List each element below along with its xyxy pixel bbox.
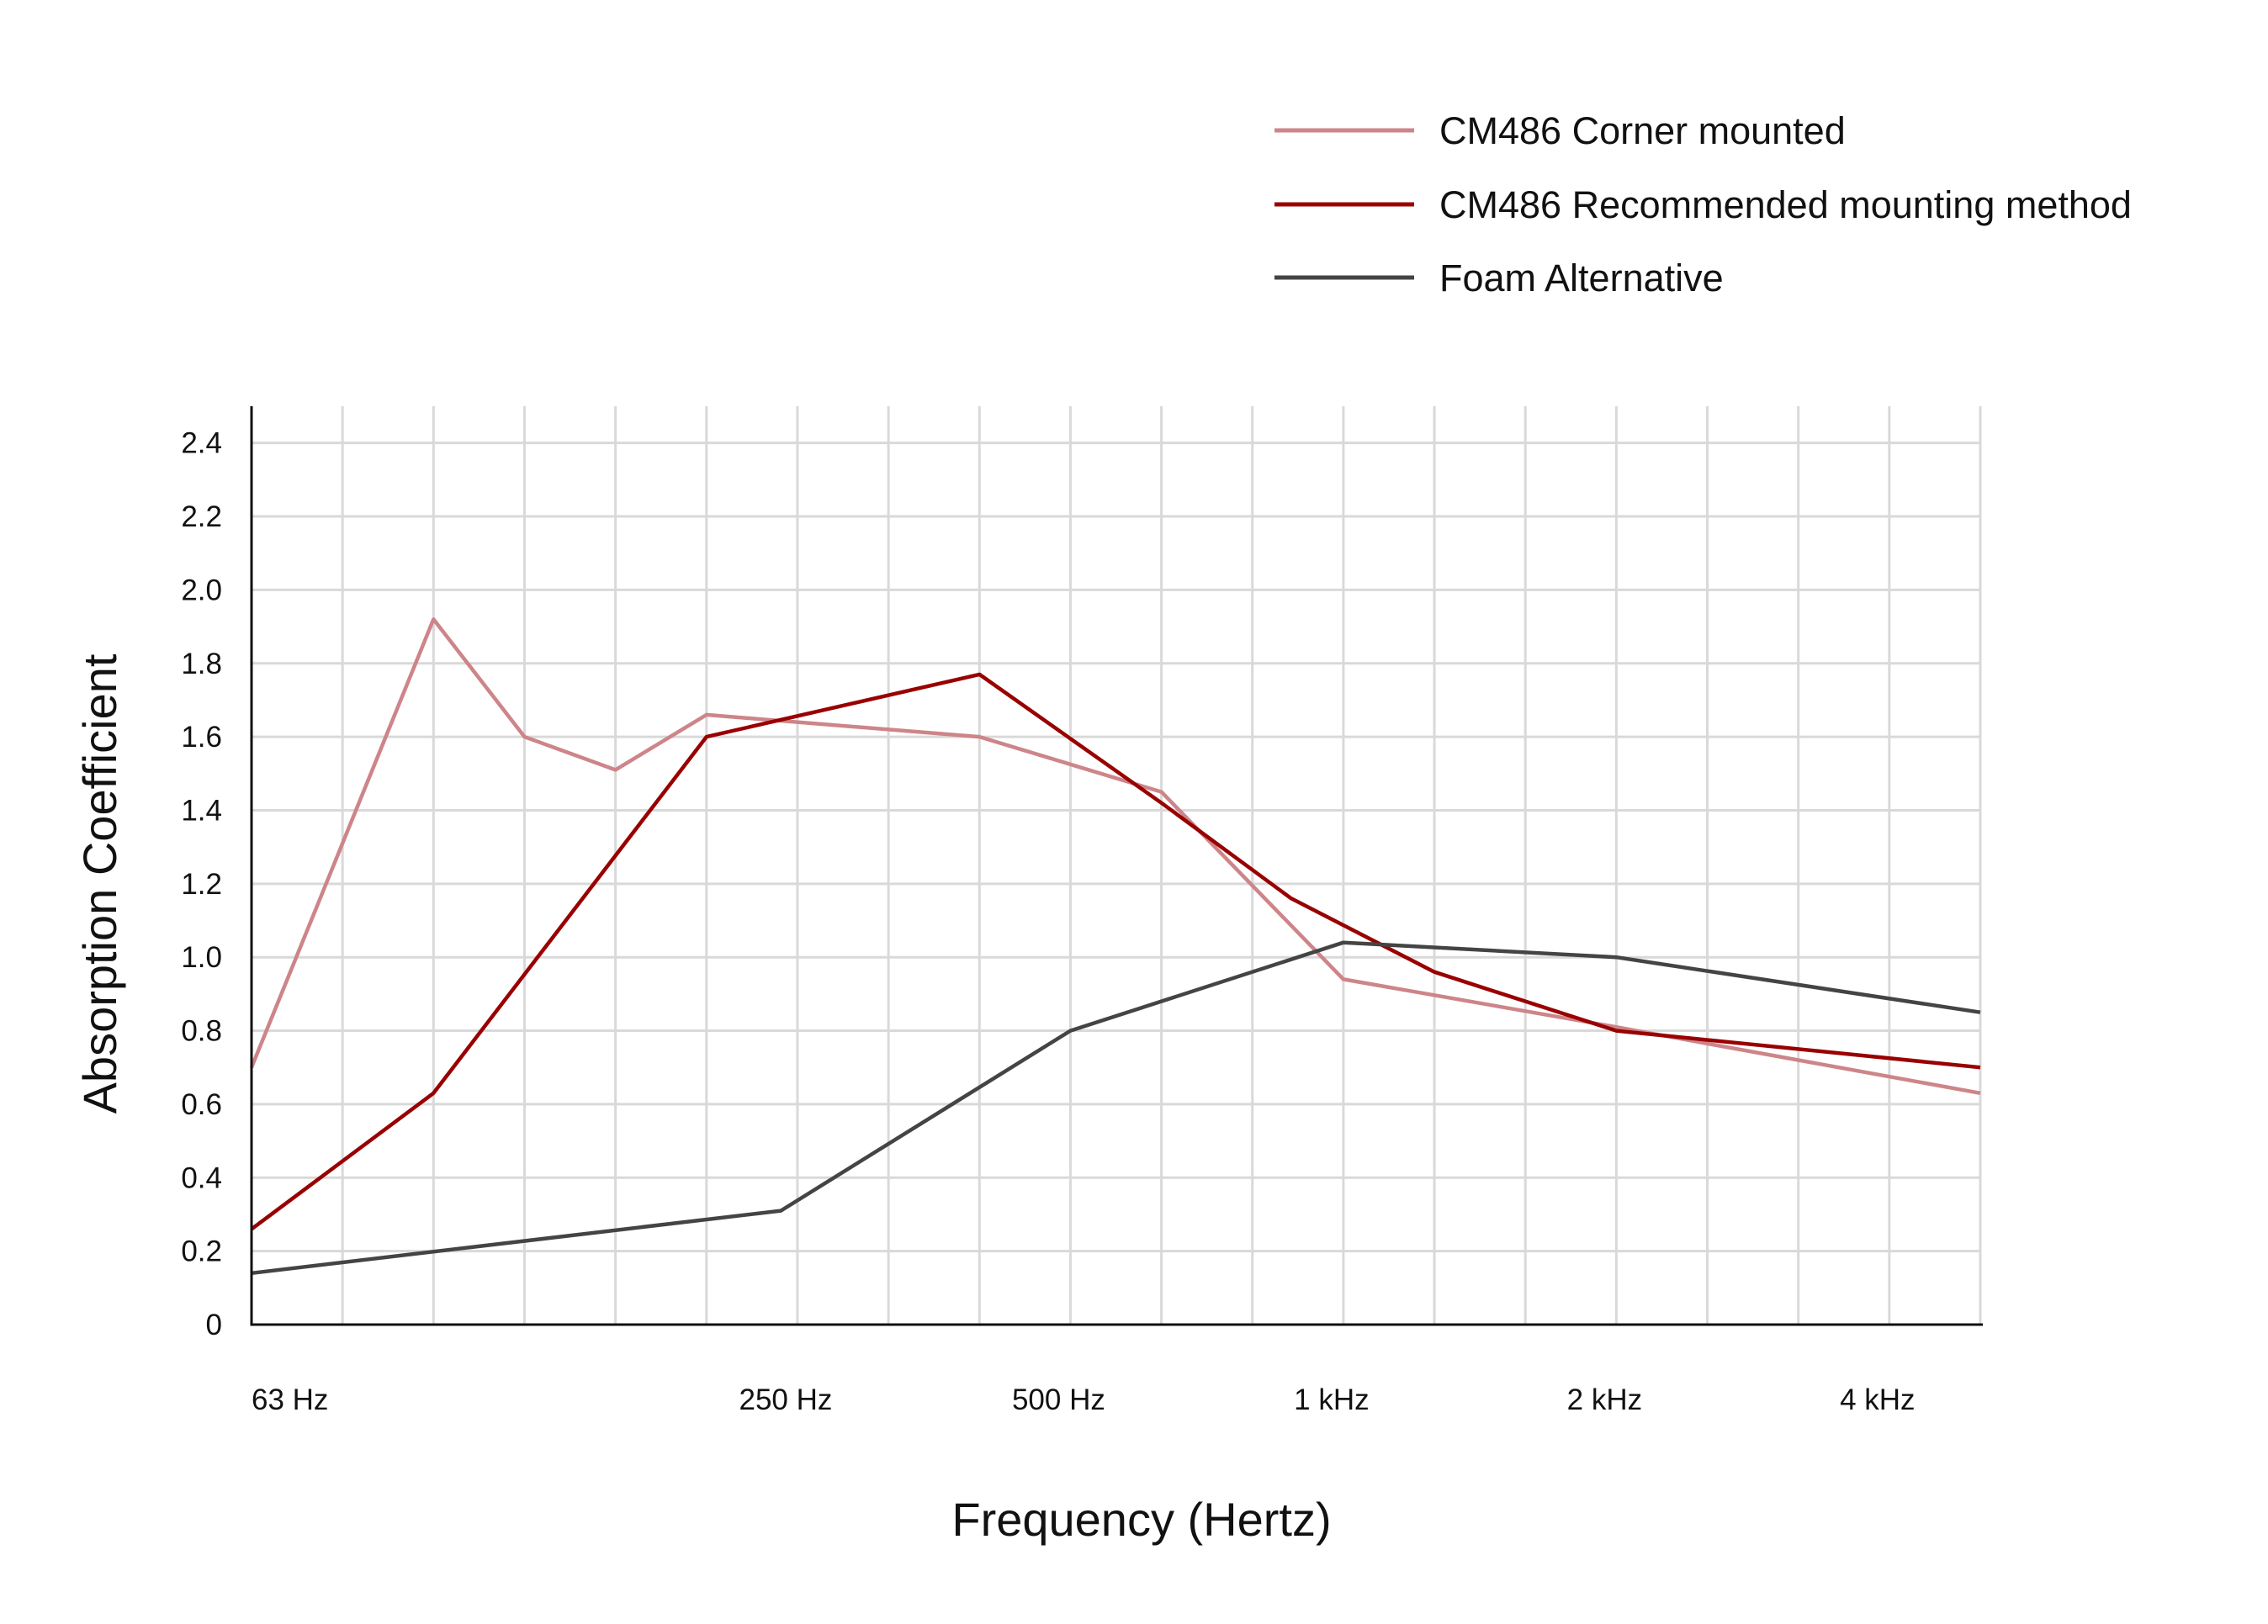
x-tick-label: 2 kHz (1567, 1383, 1642, 1416)
y-tick-label: 1.2 (181, 868, 222, 901)
series-line-1 (249, 617, 1981, 1096)
y-tick-label: 1.4 (181, 794, 222, 827)
x-axis-title: Frequency (Hertz) (951, 1493, 1331, 1546)
y-tick-label: 1.6 (181, 721, 222, 754)
y-tick-label: 1.0 (181, 941, 222, 974)
y-tick-label: 0.8 (181, 1015, 222, 1048)
x-tick-label: 500 Hz (1012, 1383, 1105, 1416)
series-line-3 (251, 940, 1981, 1276)
y-axis-title: Absorption Coefficient (73, 653, 126, 1114)
legend-label: CM486 Recommended mounting method (1439, 183, 2132, 226)
y-tick-label: 0.6 (181, 1088, 222, 1121)
y-tick-label: 1.8 (181, 648, 222, 680)
legend-label: CM486 Corner mounted (1439, 109, 1846, 152)
y-tick-label: 0.4 (181, 1161, 222, 1194)
y-tick-label: 2.2 (181, 500, 222, 533)
x-tick-labels: 63 Hz 250 Hz 500 Hz 1 kHz 2 kHz 4 kHz (252, 1383, 1916, 1416)
axes (250, 406, 1983, 1326)
y-tick-label: 0 (206, 1309, 222, 1341)
grid (252, 406, 1982, 1325)
x-tick-label: 1 kHz (1294, 1383, 1369, 1416)
y-tick-label: 2.0 (181, 574, 222, 606)
x-tick-label: 63 Hz (252, 1383, 328, 1416)
legend: CM486 Corner mounted CM486 Recommended mo… (1274, 109, 2132, 299)
series-line-2 (250, 672, 1981, 1231)
y-tick-label: 0.2 (181, 1235, 222, 1268)
x-tick-label: 250 Hz (739, 1383, 832, 1416)
y-tick-label: 2.4 (181, 427, 222, 460)
series-lines (249, 617, 1981, 1276)
x-tick-label: 4 kHz (1840, 1383, 1915, 1416)
y-tick-labels: 0 0.2 0.4 0.6 0.8 1.0 1.2 1.4 1.6 1.8 2.0 2.2 2.4 (181, 427, 222, 1341)
legend-label: Foam Alternative (1439, 257, 1724, 299)
